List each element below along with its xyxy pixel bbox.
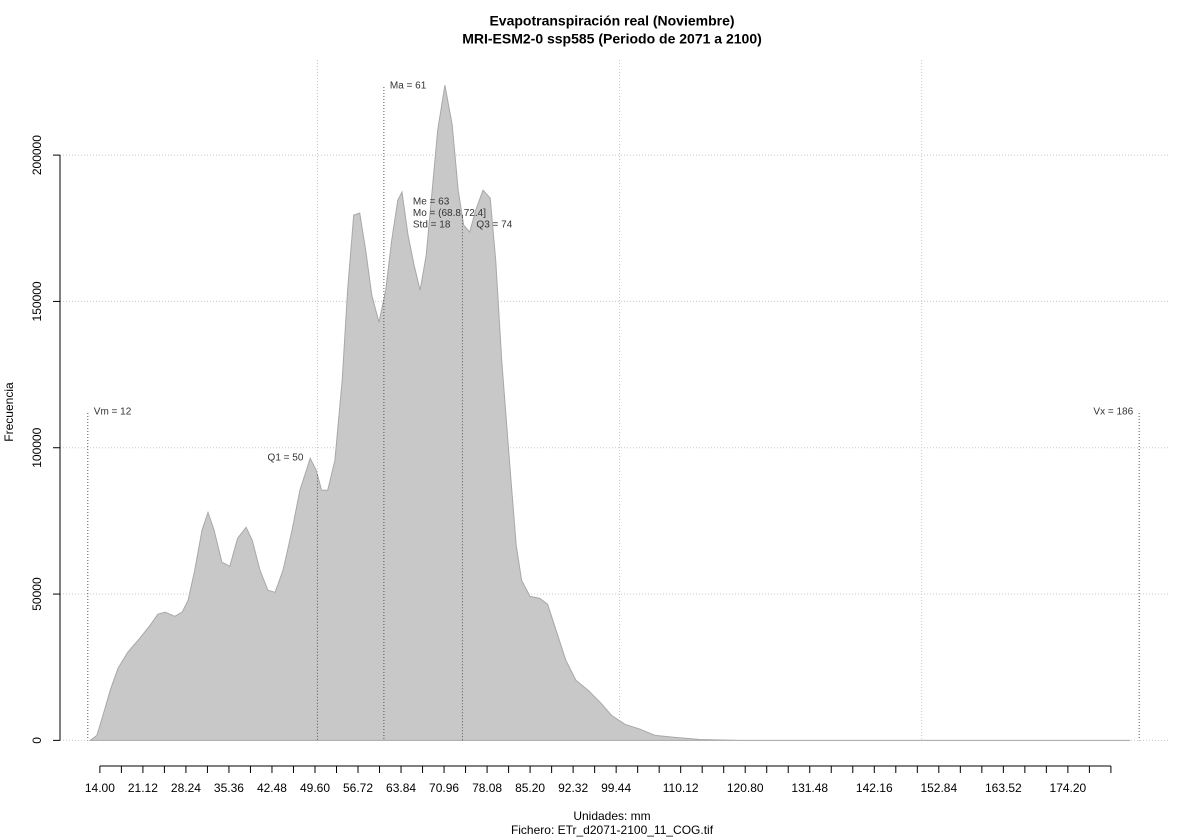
- x-tick-label: 152.84: [920, 781, 957, 795]
- chart-subtitle: MRI-ESM2-0 ssp585 (Periodo de 2071 a 210…: [462, 31, 762, 47]
- x-tick-label: 174.20: [1050, 781, 1087, 795]
- y-tick-label: 0: [30, 737, 44, 744]
- x-axis-note: Fichero: ETr_d2071-2100_11_COG.tif: [511, 823, 714, 837]
- x-tick-label: 78.08: [472, 781, 502, 795]
- x-tick-label: 70.96: [429, 781, 459, 795]
- marker-label: Vx = 186: [1093, 407, 1133, 418]
- marker-label: Ma = 61: [390, 81, 427, 92]
- x-tick-label: 85.20: [515, 781, 545, 795]
- x-tick-label: 142.16: [856, 781, 893, 795]
- y-tick-label: 150000: [30, 281, 44, 321]
- x-axis-label: Unidades: mm: [573, 809, 650, 823]
- x-tick-label: 92.32: [558, 781, 588, 795]
- x-tick-label: 35.36: [214, 781, 244, 795]
- x-tick-label: 63.84: [386, 781, 416, 795]
- x-tick-label: 131.48: [791, 781, 828, 795]
- x-tick-label: 28.24: [171, 781, 201, 795]
- x-tick-label: 21.12: [128, 781, 158, 795]
- x-tick-label: 99.44: [601, 781, 631, 795]
- x-tick-label: 14.00: [85, 781, 115, 795]
- x-tick-label: 120.80: [727, 781, 764, 795]
- x-tick-label: 56.72: [343, 781, 373, 795]
- stat-label: Std = 18: [413, 220, 451, 231]
- marker-label: Vm = 12: [94, 407, 132, 418]
- y-tick-label: 200000: [30, 135, 44, 175]
- marker-label: Q1 = 50: [268, 453, 304, 464]
- y-axis-label: Frecuencia: [2, 382, 16, 442]
- stat-label: Mo = (68.8,72.4]: [413, 208, 486, 219]
- x-tick-label: 49.60: [300, 781, 330, 795]
- x-tick-label: 110.12: [663, 781, 699, 795]
- marker-label: Q3 = 74: [476, 220, 512, 231]
- density-area: [88, 85, 1131, 741]
- x-tick-label: 163.52: [985, 781, 1022, 795]
- stat-label: Me = 63: [413, 197, 450, 208]
- x-tick-label: 42.48: [257, 781, 287, 795]
- chart-title: Evapotranspiración real (Noviembre): [489, 13, 734, 29]
- y-tick-label: 100000: [30, 427, 44, 467]
- y-tick-label: 50000: [30, 577, 44, 611]
